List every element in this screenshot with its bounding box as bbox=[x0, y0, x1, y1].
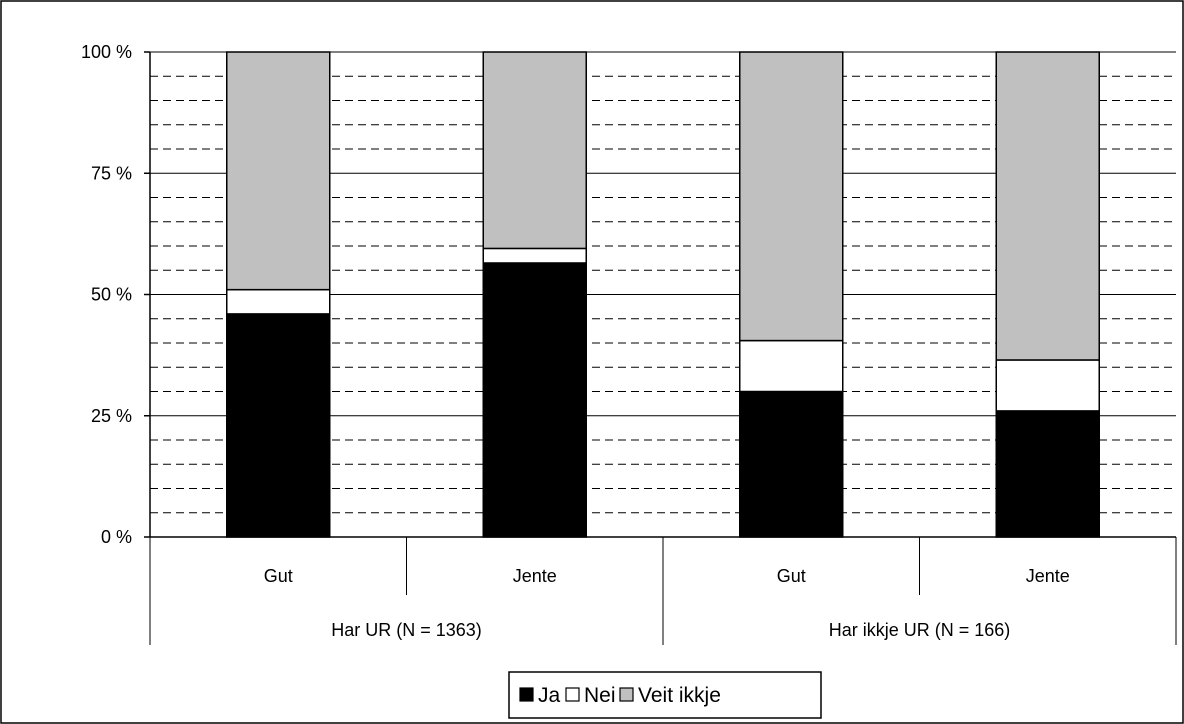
bar-segment-veit-ikkje bbox=[739, 51, 844, 342]
bar-segment-nei bbox=[739, 339, 844, 393]
x-group-label: Har UR (N = 1363) bbox=[331, 620, 482, 640]
y-tick-label: 75 % bbox=[91, 163, 132, 183]
bar-segment-ja bbox=[995, 410, 1100, 538]
bar-segment-veit-ikkje bbox=[482, 51, 587, 250]
legend-box bbox=[508, 671, 822, 719]
x-tick-label: Jente bbox=[1026, 566, 1070, 586]
x-tick-label: Gut bbox=[264, 566, 293, 586]
bar-segment-nei bbox=[995, 359, 1100, 412]
legend: Ja Nei Veit ikkje bbox=[508, 671, 822, 719]
bar-segment-nei bbox=[482, 247, 587, 264]
y-tick-label: 25 % bbox=[91, 406, 132, 426]
bars bbox=[226, 51, 1100, 538]
y-tick-label: 100 % bbox=[81, 42, 132, 62]
legend-swatch-nei bbox=[565, 687, 580, 702]
legend-label: Nei bbox=[584, 684, 616, 707]
legend-swatch-veit-ikkje bbox=[619, 687, 634, 702]
y-tick-label: 50 % bbox=[91, 285, 132, 305]
x-tick-label: Gut bbox=[777, 566, 806, 586]
bar-segment-ja bbox=[482, 262, 587, 538]
legend-label: Veit ikkje bbox=[638, 684, 721, 707]
bar-segment-nei bbox=[226, 288, 331, 315]
bar-segment-veit-ikkje bbox=[226, 51, 331, 291]
x-tick-label: Jente bbox=[513, 566, 557, 586]
x-group-label: Har ikkje UR (N = 166) bbox=[829, 620, 1011, 640]
axes: 0 % 25 % 50 % 75 % 100 % Gut Jente Gut Jente Har … bbox=[81, 42, 1177, 645]
bar-segment-veit-ikkje bbox=[995, 51, 1100, 361]
bar-segment-ja bbox=[226, 313, 331, 538]
legend-swatch-ja bbox=[519, 687, 534, 702]
bar-segment-ja bbox=[739, 390, 844, 538]
legend-label: Ja bbox=[538, 684, 561, 707]
y-tick-label: 0 % bbox=[101, 527, 132, 547]
